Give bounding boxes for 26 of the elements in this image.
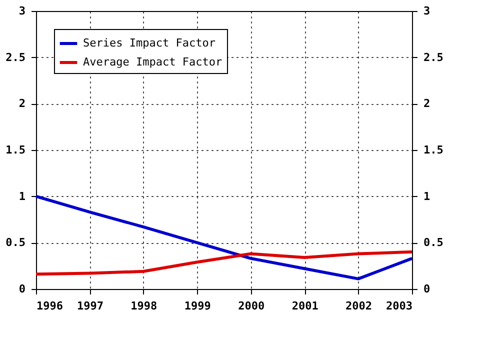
y-tick-label: 2 <box>18 97 26 110</box>
y-tick-label: 2.5 <box>6 50 26 64</box>
legend-label: Series Impact Factor <box>83 36 216 50</box>
y2-tick-label: 0 <box>424 282 430 296</box>
y2-tick-label: 2.5 <box>424 50 444 64</box>
x-tick-label: 1998 <box>130 300 158 312</box>
x-tick-label: 2002 <box>346 300 372 312</box>
x-tick-label: 2003 <box>386 300 412 312</box>
x-tick-label: 1997 <box>76 300 104 312</box>
x-tick-label: 1996 <box>36 300 64 312</box>
y2-tick-label: 3 <box>424 4 430 18</box>
y-tick-label: 3 <box>18 4 26 18</box>
y2-tick-label: 0.5 <box>424 236 444 250</box>
line-series <box>34 250 414 276</box>
y2-tick-label: 1 <box>424 190 430 203</box>
y-tick-label: 1.5 <box>6 144 26 156</box>
y2-tick-label: 1.5 <box>424 144 444 156</box>
x-tick-label: 2000 <box>238 300 265 312</box>
legend-label: Average Impact Factor <box>83 56 222 68</box>
x-tick-label: 2001 <box>292 300 319 312</box>
line-series <box>34 194 414 280</box>
y-tick-label: 1 <box>18 190 26 203</box>
x-tick-label: 1999 <box>184 300 211 312</box>
y-tick-label: 0.5 <box>6 236 26 250</box>
y2-tick-label: 2 <box>424 97 430 110</box>
y-tick-label: 0 <box>18 282 26 296</box>
